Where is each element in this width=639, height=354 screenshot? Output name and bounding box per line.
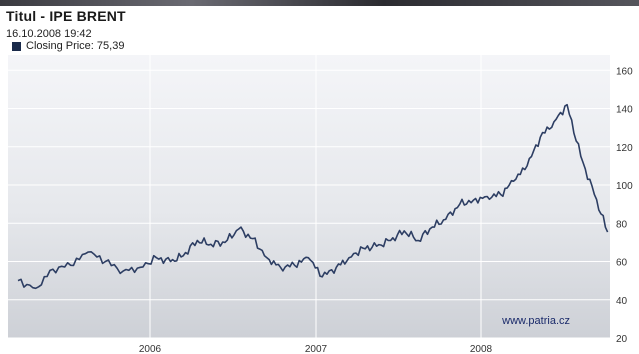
timestamp: 16.10.2008 19:42 <box>6 28 92 40</box>
y-tick-label: 40 <box>616 296 628 307</box>
y-tick-label: 80 <box>616 219 628 230</box>
top-banner-strip <box>0 0 639 6</box>
plot-background <box>8 55 610 338</box>
grid <box>8 55 610 339</box>
series-line <box>17 103 609 290</box>
y-tick-label: 100 <box>616 181 633 192</box>
x-tick-label: 2007 <box>305 344 328 354</box>
x-tick-label: 2006 <box>139 344 162 354</box>
chart-title: Titul - IPE BRENT <box>6 8 126 24</box>
y-tick-label: 60 <box>616 258 628 269</box>
watermark: www.patria.cz <box>501 315 570 327</box>
y-tick-label: 160 <box>616 66 633 77</box>
y-tick-label: 140 <box>616 105 633 116</box>
y-tick-labels: 20 40 60 80 100 120 140 160 <box>616 66 633 345</box>
y-tick-label: 20 <box>616 334 628 345</box>
x-tick-labels: 2006 2007 2008 <box>139 344 493 354</box>
x-tick-label: 2008 <box>470 344 493 354</box>
y-tick-label: 120 <box>616 143 633 154</box>
legend: Closing Price: 75,39 <box>12 40 124 52</box>
legend-label: Closing Price: 75,39 <box>26 40 125 52</box>
legend-swatch <box>12 41 21 51</box>
